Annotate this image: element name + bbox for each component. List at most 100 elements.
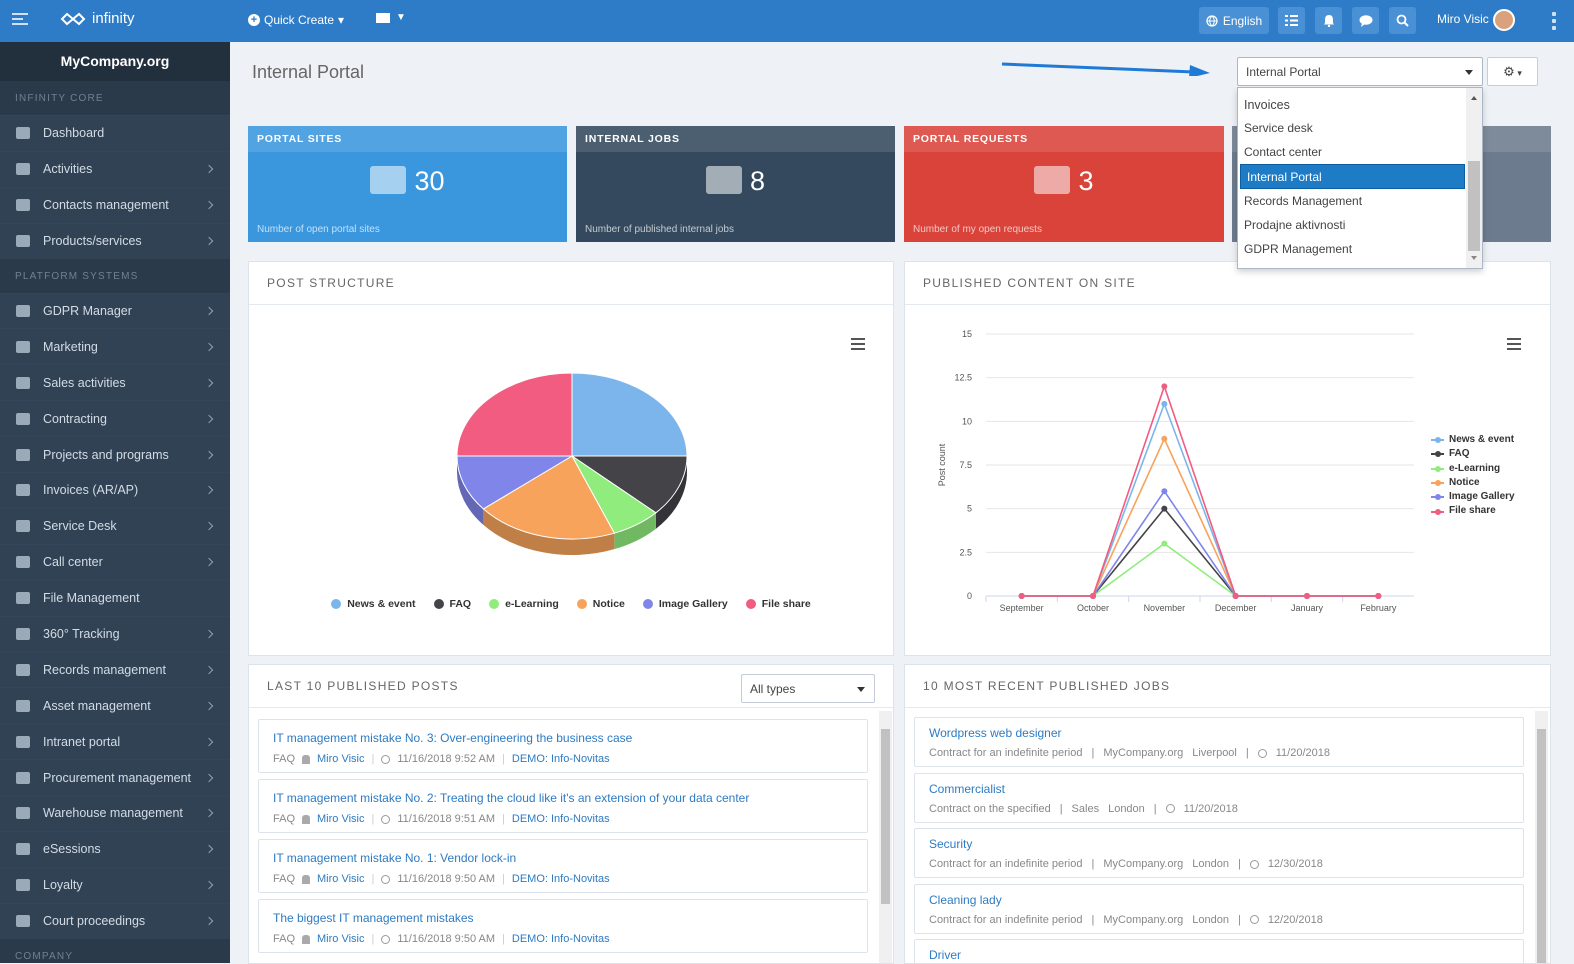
language-button[interactable]: English [1199, 7, 1269, 34]
legend-item[interactable]: FAQ [1431, 447, 1515, 461]
scroll-down-icon[interactable] [1471, 256, 1477, 260]
series-line-notice[interactable] [1021, 436, 1379, 597]
portal-select[interactable]: Internal Portal [1237, 57, 1483, 86]
chat-button[interactable] [1352, 7, 1379, 34]
sidebar-item-marketing[interactable]: Marketing [0, 328, 230, 365]
sidebar-item-warehouse-management[interactable]: Warehouse management [0, 795, 230, 831]
post-author-link[interactable]: Miro Visic [317, 873, 365, 885]
dropdown-option[interactable]: Service desk [1244, 121, 1313, 135]
list-item[interactable]: IT management mistake No. 1: Vendor lock… [258, 839, 868, 893]
stat-tile[interactable]: PORTAL SITES 30 Number of open portal site… [248, 126, 567, 242]
stat-tile[interactable]: PORTAL REQUESTS 3 Number of my open reques… [904, 126, 1224, 242]
jobs-scrollbar[interactable] [1535, 711, 1548, 963]
legend-item[interactable]: e-Learning [489, 598, 559, 610]
portal-dropdown-list[interactable]: Invoices Service desk Contact center Intern… [1237, 87, 1483, 269]
list-item[interactable]: Wordpress web designer Contract for an in… [914, 717, 1524, 767]
data-point[interactable] [1375, 593, 1382, 599]
sidebar-item-court-proceedings[interactable]: Court proceedings [0, 902, 230, 939]
sidebar-item-loyalty[interactable]: Loyalty [0, 866, 230, 903]
list-item[interactable]: IT management mistake No. 3: Over-engine… [258, 719, 868, 773]
data-point[interactable] [1090, 593, 1096, 599]
legend-item[interactable]: File share [745, 598, 811, 610]
list-item[interactable]: IT management mistake No. 2: Treating th… [258, 779, 868, 833]
data-point[interactable] [1304, 593, 1310, 599]
post-title-link[interactable]: IT management mistake No. 1: Vendor lock… [273, 851, 517, 865]
sidebar-item-gdpr-manager[interactable]: GDPR Manager [0, 292, 230, 329]
series-line-file-share[interactable] [1021, 383, 1379, 597]
dropdown-option[interactable]: Internal Portal [1240, 164, 1465, 189]
series-line-news-event[interactable] [1021, 401, 1379, 597]
pie-slice-notice[interactable] [482, 455, 616, 540]
post-title-link[interactable]: IT management mistake No. 3: Over-engine… [273, 731, 633, 745]
series-line-image-gallery[interactable] [1021, 489, 1379, 597]
quick-create-button[interactable]: + Quick Create ▾ [248, 13, 344, 27]
data-point[interactable] [1161, 540, 1168, 547]
sidebar-item-sales-activities[interactable]: Sales activities [0, 364, 230, 401]
more-vertical-icon[interactable] [1552, 12, 1556, 33]
legend-item[interactable]: Image Gallery [642, 598, 728, 610]
sidebar-item-activities[interactable]: Activities [0, 150, 230, 187]
sidebar-item-service-desk[interactable]: Service Desk [0, 507, 230, 544]
data-point[interactable] [1161, 488, 1168, 495]
search-button[interactable] [1389, 7, 1416, 34]
post-author-link[interactable]: Miro Visic [317, 933, 365, 945]
list-item[interactable]: Security Contract for an indefinite perio… [914, 828, 1524, 878]
legend-item[interactable]: Notice [1431, 476, 1515, 490]
legend-item[interactable]: Notice [576, 598, 625, 610]
sidebar-item-dashboard[interactable]: Dashboard [0, 115, 230, 151]
pie-slice-file-share[interactable] [456, 372, 573, 457]
hamburger-menu-icon[interactable] [12, 13, 28, 27]
sidebar-item-file-management[interactable]: File Management [0, 579, 230, 616]
pie-slice-faq[interactable] [570, 455, 688, 514]
sidebar-item-asset-management[interactable]: Asset management [0, 687, 230, 724]
dropdown-option[interactable]: GDPR Management [1244, 241, 1353, 256]
post-title-link[interactable]: IT management mistake No. 2: Treating th… [273, 791, 750, 805]
sidebar-item-contracting[interactable]: Contracting [0, 400, 230, 437]
post-site-link[interactable]: DEMO: Info-Novitas [511, 873, 610, 885]
list-item[interactable]: Cleaning lady Contract for an indefinite … [914, 883, 1524, 934]
notifications-button[interactable] [1315, 7, 1342, 34]
mail-menu-button[interactable]: ▼ [376, 12, 406, 23]
sidebar-item-invoices-ar-ap-[interactable]: Invoices (AR/AP) [0, 472, 230, 508]
data-point[interactable] [1161, 400, 1168, 407]
post-site-link[interactable]: DEMO: Info-Novitas [511, 813, 610, 825]
scroll-up-icon[interactable] [1471, 96, 1477, 100]
posts-scroll-thumb[interactable] [881, 729, 890, 904]
sidebar-item-records-management[interactable]: Records management [0, 651, 230, 688]
legend-item[interactable]: File share [1431, 504, 1515, 518]
job-title-link[interactable]: Wordpress web designer [929, 726, 1062, 740]
data-point[interactable] [1161, 383, 1168, 390]
pie-slice-image-gallery[interactable] [456, 455, 574, 510]
data-point[interactable] [1018, 593, 1025, 599]
legend-item[interactable]: FAQ [433, 598, 471, 610]
posts-scrollbar[interactable] [879, 711, 892, 963]
stat-tile[interactable]: INTERNAL JOBS 8 Number of published intern… [576, 126, 895, 242]
legend-item[interactable]: e-Learning [1431, 462, 1515, 476]
sidebar-item-call-center[interactable]: Call center [0, 543, 230, 580]
list-item[interactable]: Commercialist Contract on the specified | S… [914, 772, 1524, 823]
post-author-link[interactable]: Miro Visic [317, 813, 365, 825]
legend-item[interactable]: News & event [1431, 433, 1515, 447]
job-title-link[interactable]: Commercialist [929, 781, 1006, 796]
sidebar-item-esessions[interactable]: eSessions [0, 830, 230, 867]
chart-menu-icon[interactable] [1507, 338, 1521, 350]
avatar[interactable] [1493, 9, 1515, 31]
settings-button[interactable]: ⚙ ▾ [1487, 57, 1538, 86]
dropdown-option[interactable]: Invoices [1244, 98, 1290, 112]
dropdown-scrollbar[interactable] [1466, 88, 1482, 268]
legend-item[interactable]: News & event [331, 598, 416, 610]
dropdown-option[interactable]: Prodajne aktivnosti [1244, 217, 1346, 232]
sidebar-item-products-services[interactable]: Products/services [0, 222, 230, 259]
brand-logo[interactable]: infinity [60, 10, 135, 27]
sidebar-org-name[interactable]: MyCompany.org [0, 42, 230, 81]
post-site-link[interactable]: DEMO: Info-Novitas [511, 753, 610, 765]
legend-item[interactable]: Image Gallery [1431, 490, 1515, 504]
jobs-scroll-thumb[interactable] [1537, 729, 1546, 963]
sidebar-item-360-tracking[interactable]: 360° Tracking [0, 615, 230, 652]
post-title-link[interactable]: The biggest IT management mistakes [273, 911, 474, 925]
job-title-link[interactable]: Driver [929, 948, 961, 962]
user-name[interactable]: Miro Visic [1437, 12, 1489, 26]
list-item[interactable]: The biggest IT management mistakes FAQ Mir… [258, 899, 868, 953]
dropdown-scroll-thumb[interactable] [1468, 161, 1480, 251]
post-type-filter[interactable]: All types [741, 674, 875, 703]
